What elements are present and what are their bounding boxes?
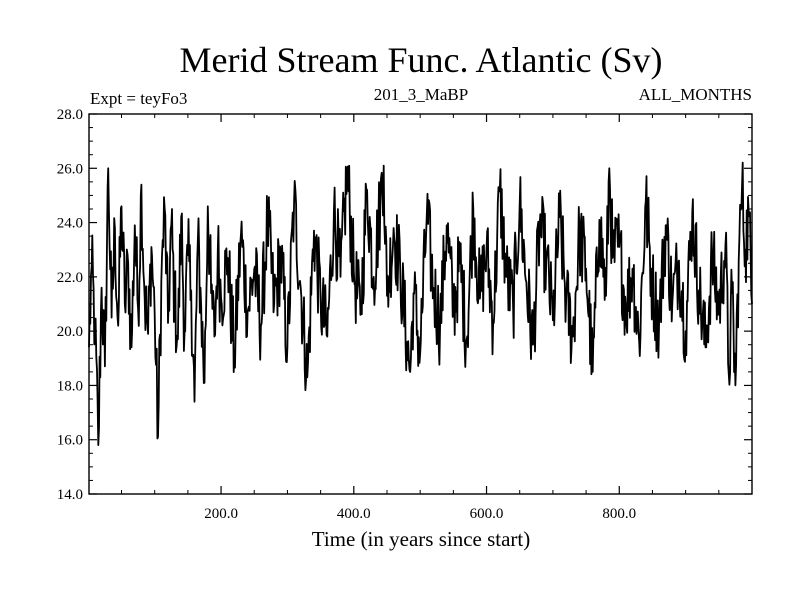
plot-frame [88, 113, 753, 495]
chart-title: Merid Stream Func. Atlantic (Sv) [180, 40, 663, 80]
x-tick-label: 800.0 [602, 506, 636, 522]
y-tick-label: 24.0 [57, 216, 83, 232]
y-tick-label: 20.0 [57, 324, 83, 340]
y-tick-label: 18.0 [57, 378, 83, 394]
x-tick-label: 400.0 [337, 506, 371, 522]
y-tick-label: 14.0 [57, 487, 83, 503]
y-tick-label: 22.0 [57, 270, 83, 286]
y-tick-label: 28.0 [57, 107, 83, 123]
series-line [88, 161, 753, 446]
experiment-label: Expt = teyFo3 [90, 89, 187, 108]
y-tick-label: 16.0 [57, 433, 83, 449]
x-tick-label: 600.0 [470, 506, 504, 522]
x-tick-label: 200.0 [204, 506, 238, 522]
x-axis-label: Time (in years since start) [312, 527, 531, 551]
months-label: ALL_MONTHS [639, 85, 752, 104]
y-tick-label: 26.0 [57, 161, 83, 177]
axis-tick-labels: 14.0 16.0 18.0 20.0 22.0 24.0 26.0 28.0 200.0 400… [57, 107, 636, 522]
period-label: 201_3_MaBP [374, 85, 468, 104]
